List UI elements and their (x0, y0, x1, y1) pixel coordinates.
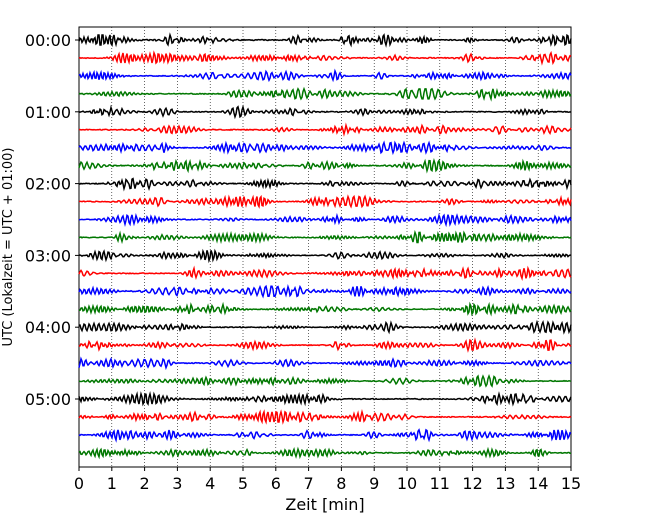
trace-line (78, 68, 572, 83)
trace-line (78, 32, 572, 48)
plot-area-frame (78, 26, 572, 468)
trace-line (78, 140, 572, 156)
trace-line (78, 391, 572, 407)
x-tick-label: 15 (561, 474, 581, 493)
trace-line (78, 408, 572, 425)
trace-line (78, 284, 572, 299)
grid-lines (111, 27, 539, 467)
x-tick-label: 13 (495, 474, 515, 493)
y-tick-label: 04:00 (25, 318, 71, 337)
x-tick-label: 8 (336, 474, 346, 493)
x-tick-label: 14 (528, 474, 548, 493)
x-tick-label: 1 (107, 474, 117, 493)
trace-line (78, 337, 572, 353)
y-tick-label: 02:00 (25, 175, 71, 194)
trace-line (78, 104, 572, 120)
trace-line (78, 428, 572, 443)
y-tick-label: 03:00 (25, 246, 71, 265)
x-tick-label: 12 (462, 474, 482, 493)
trace-line (78, 319, 572, 335)
x-axis-label: Zeit [min] (285, 495, 364, 514)
x-tick-label: 9 (369, 474, 379, 493)
x-tick-label: 4 (205, 474, 215, 493)
trace-line (78, 177, 572, 192)
x-tick-label: 2 (140, 474, 150, 493)
y-axis: 00:00 01:00 02:00 03:00 04:00 05:00 (25, 31, 79, 409)
x-tick-label: 7 (304, 474, 314, 493)
x-tick-label: 6 (271, 474, 281, 493)
y-tick-label: 01:00 (25, 103, 71, 122)
trace-line (78, 248, 571, 264)
y-tick-label: 00:00 (25, 31, 71, 50)
trace-line (78, 229, 572, 245)
y-tick-label: 05:00 (25, 390, 71, 409)
trace-line (78, 373, 572, 388)
trace-line (78, 212, 572, 228)
x-tick-label: 3 (172, 474, 182, 493)
x-axis: 0 1 2 3 4 5 6 7 8 9 10 11 12 13 14 15 (74, 467, 581, 493)
trace-line (78, 122, 572, 137)
trace-line (78, 265, 572, 282)
trace-line (78, 356, 572, 371)
trace-line (78, 301, 572, 317)
x-tick-label: 11 (430, 474, 450, 493)
trace-line (78, 50, 572, 66)
x-tick-label: 10 (397, 474, 417, 493)
seismic-traces (78, 32, 572, 460)
trace-line (78, 194, 572, 209)
trace-line (78, 86, 572, 102)
x-tick-label: 5 (238, 474, 248, 493)
trace-line (78, 446, 572, 460)
trace-line (78, 158, 572, 174)
x-tick-label: 0 (74, 474, 84, 493)
y-axis-label: UTC (Lokalzeit = UTC + 01:00) (1, 148, 16, 347)
